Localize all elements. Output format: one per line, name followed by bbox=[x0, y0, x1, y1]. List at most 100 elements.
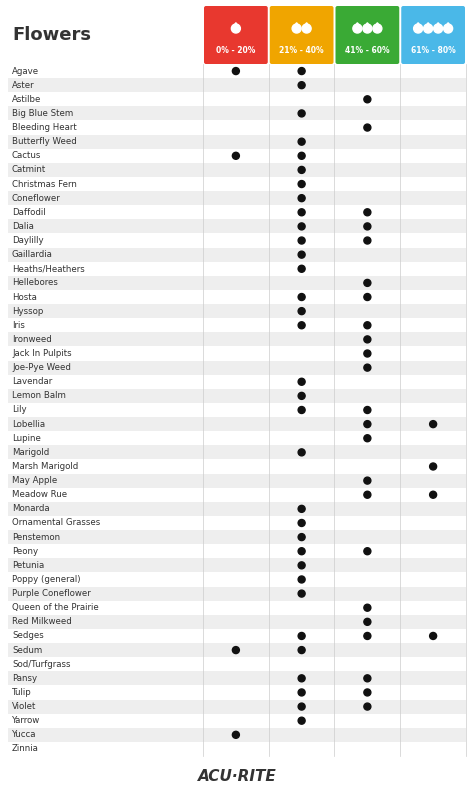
Text: Butterfly Weed: Butterfly Weed bbox=[12, 137, 77, 146]
Text: Marigold: Marigold bbox=[12, 448, 49, 457]
Circle shape bbox=[298, 180, 305, 187]
Bar bbox=[8, 417, 466, 431]
Text: Hyssop: Hyssop bbox=[12, 306, 44, 316]
Text: Iris: Iris bbox=[12, 321, 25, 330]
Bar bbox=[8, 262, 466, 276]
Text: Joe-Pye Weed: Joe-Pye Weed bbox=[12, 363, 71, 372]
Circle shape bbox=[364, 435, 371, 441]
Bar bbox=[8, 629, 466, 643]
Polygon shape bbox=[365, 23, 370, 27]
Circle shape bbox=[298, 82, 305, 89]
Circle shape bbox=[232, 731, 239, 738]
Bar bbox=[8, 473, 466, 488]
Bar bbox=[8, 333, 466, 346]
Text: Coneflower: Coneflower bbox=[12, 194, 61, 202]
Circle shape bbox=[298, 152, 305, 160]
Bar bbox=[8, 488, 466, 502]
Circle shape bbox=[298, 378, 305, 385]
Circle shape bbox=[364, 477, 371, 484]
Text: 0% - 20%: 0% - 20% bbox=[216, 46, 255, 55]
Circle shape bbox=[364, 279, 371, 287]
Circle shape bbox=[364, 633, 371, 639]
Circle shape bbox=[298, 519, 305, 526]
Circle shape bbox=[364, 703, 371, 710]
Circle shape bbox=[298, 534, 305, 541]
Circle shape bbox=[364, 689, 371, 696]
Bar bbox=[8, 64, 466, 78]
Bar bbox=[8, 403, 466, 417]
Circle shape bbox=[232, 67, 239, 75]
Bar bbox=[8, 78, 466, 92]
Circle shape bbox=[298, 703, 305, 710]
Circle shape bbox=[364, 491, 371, 498]
Circle shape bbox=[298, 675, 305, 682]
Bar bbox=[8, 360, 466, 375]
Circle shape bbox=[364, 96, 371, 102]
Bar bbox=[8, 248, 466, 262]
Text: Tulip: Tulip bbox=[12, 688, 32, 697]
Circle shape bbox=[298, 322, 305, 329]
Text: Agave: Agave bbox=[12, 67, 39, 75]
Text: Christmas Fern: Christmas Fern bbox=[12, 179, 77, 188]
Text: Penstemon: Penstemon bbox=[12, 533, 60, 542]
Bar bbox=[8, 530, 466, 544]
Text: ACU·RITE: ACU·RITE bbox=[198, 769, 276, 784]
Bar bbox=[8, 389, 466, 403]
Bar bbox=[8, 191, 466, 205]
Text: Lavendar: Lavendar bbox=[12, 377, 52, 386]
Polygon shape bbox=[436, 23, 441, 27]
Circle shape bbox=[414, 24, 423, 33]
Circle shape bbox=[364, 350, 371, 357]
Text: Poppy (general): Poppy (general) bbox=[12, 575, 81, 584]
Text: Big Blue Stem: Big Blue Stem bbox=[12, 109, 73, 118]
Circle shape bbox=[298, 407, 305, 414]
Circle shape bbox=[298, 195, 305, 202]
Bar bbox=[8, 572, 466, 587]
Circle shape bbox=[298, 717, 305, 724]
Bar bbox=[8, 375, 466, 389]
FancyBboxPatch shape bbox=[204, 6, 268, 64]
Circle shape bbox=[232, 646, 239, 653]
FancyBboxPatch shape bbox=[270, 6, 334, 64]
Text: Astilbe: Astilbe bbox=[12, 94, 41, 104]
Bar bbox=[8, 346, 466, 360]
Text: 41% - 60%: 41% - 60% bbox=[345, 46, 390, 55]
Text: Heaths/Heathers: Heaths/Heathers bbox=[12, 264, 85, 273]
Text: Daylilly: Daylilly bbox=[12, 236, 44, 245]
Circle shape bbox=[364, 548, 371, 555]
Circle shape bbox=[298, 265, 305, 272]
Circle shape bbox=[298, 562, 305, 569]
Circle shape bbox=[364, 223, 371, 230]
Text: Ornamental Grasses: Ornamental Grasses bbox=[12, 518, 100, 527]
Bar bbox=[8, 290, 466, 304]
Text: Cactus: Cactus bbox=[12, 152, 41, 160]
Text: Dalia: Dalia bbox=[12, 222, 34, 231]
Polygon shape bbox=[355, 23, 360, 27]
Polygon shape bbox=[446, 23, 451, 27]
Polygon shape bbox=[426, 23, 431, 27]
Circle shape bbox=[298, 646, 305, 653]
Text: Lily: Lily bbox=[12, 406, 27, 414]
Text: Catmint: Catmint bbox=[12, 165, 46, 175]
Text: Sedum: Sedum bbox=[12, 646, 42, 654]
FancyBboxPatch shape bbox=[401, 6, 465, 64]
Text: Daffodil: Daffodil bbox=[12, 208, 46, 217]
Circle shape bbox=[364, 124, 371, 131]
Circle shape bbox=[373, 24, 382, 33]
Text: Ironweed: Ironweed bbox=[12, 335, 52, 344]
Circle shape bbox=[292, 24, 301, 33]
Circle shape bbox=[231, 24, 240, 33]
Text: Violet: Violet bbox=[12, 702, 36, 711]
Bar bbox=[8, 728, 466, 742]
Text: Yarrow: Yarrow bbox=[12, 716, 40, 725]
Text: Monarda: Monarda bbox=[12, 504, 50, 514]
Text: Lupine: Lupine bbox=[12, 434, 41, 443]
Bar bbox=[8, 135, 466, 148]
Bar bbox=[8, 685, 466, 700]
Bar bbox=[8, 148, 466, 163]
Circle shape bbox=[424, 24, 433, 33]
Polygon shape bbox=[415, 23, 421, 27]
Circle shape bbox=[298, 576, 305, 583]
Circle shape bbox=[364, 209, 371, 216]
Polygon shape bbox=[374, 23, 380, 27]
